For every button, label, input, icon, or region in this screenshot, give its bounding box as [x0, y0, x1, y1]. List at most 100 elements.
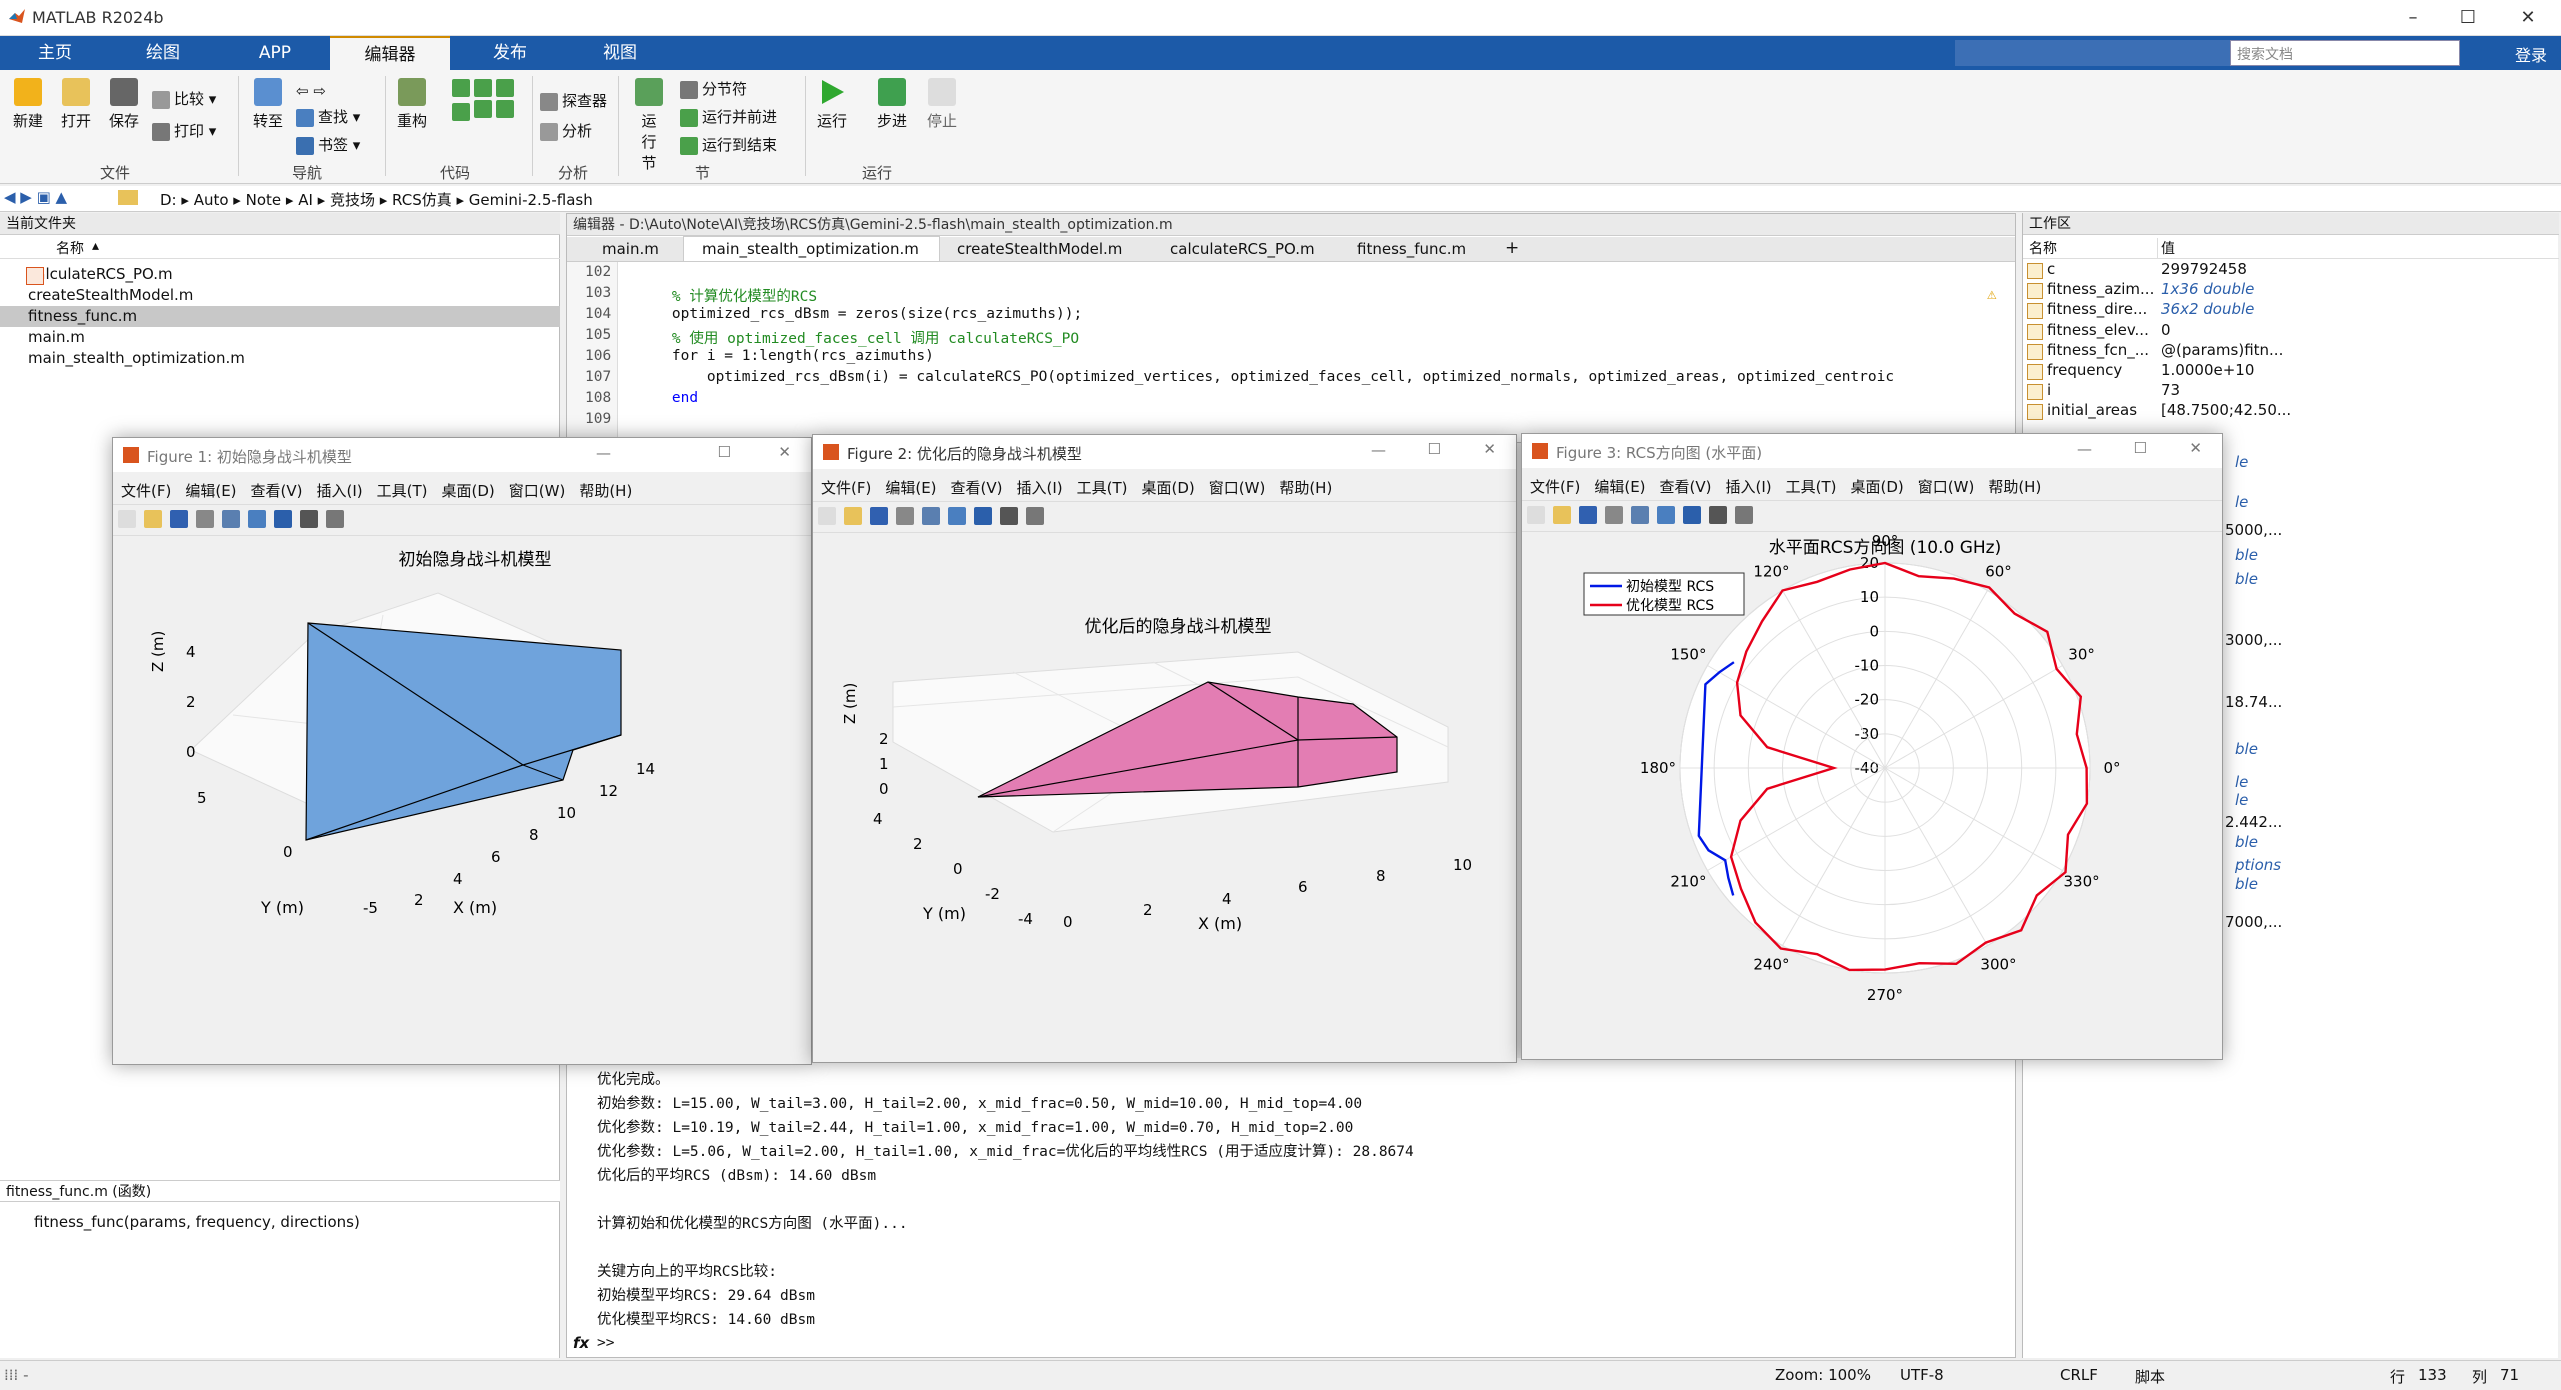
find-button[interactable]: 查找 ▾ — [296, 106, 360, 127]
workspace-row[interactable]: frequency 1.0000e+10 — [2023, 361, 2559, 381]
workspace-row[interactable]: i 73 — [2023, 381, 2559, 401]
minimize-icon[interactable]: – — [2408, 7, 2418, 28]
editor-tab[interactable]: calculateRCS_PO.m — [1170, 240, 1315, 258]
list-item[interactable]: createStealthModel.m — [28, 286, 194, 304]
list-item[interactable]: main.m — [28, 328, 85, 346]
close-icon[interactable]: ✕ — [2189, 439, 2202, 457]
workspace-title: 工作区 — [2023, 213, 2559, 235]
workspace-row[interactable]: fitness_elev... 0 — [2023, 321, 2559, 341]
command-prompt[interactable]: >> — [597, 1335, 615, 1351]
figure-toolbar[interactable] — [1522, 500, 2222, 532]
address-bar[interactable]: ◀ ▶ ▣ ▲ D: ▸ Auto ▸ Note ▸ AI ▸ 竞技场 ▸ RC… — [0, 186, 2561, 212]
list-item[interactable]: fitness_func.m — [28, 307, 138, 325]
refactor-button[interactable]: 重构 — [392, 78, 432, 131]
nav-arrows-icon[interactable]: ◀ ▶ ▣ ▲ — [4, 188, 68, 206]
back-forward-icon[interactable]: ⇦ ⇨ — [296, 82, 326, 100]
quick-access-toolbar[interactable] — [1955, 40, 2230, 66]
figure-2-window[interactable]: Figure 2: 优化后的隐身战斗机模型 — ☐ ✕ 文件(F) 编辑(E) 查看… — [812, 434, 1517, 1063]
section-break-button[interactable]: 分节符 — [680, 78, 747, 99]
workspace-row[interactable]: fitness_azim... 1x36 double — [2023, 280, 2559, 300]
new-button[interactable]: 新建 — [8, 78, 48, 131]
plot-title: 初始隐身战斗机模型 — [399, 550, 552, 570]
editor-title: 编辑器 - D:\Auto\Note\AI\竞技场\RCS仿真\Gemini-2… — [567, 214, 2015, 236]
editor-tab[interactable]: main.m — [602, 240, 659, 258]
r-tick-label: 0 — [1869, 622, 1879, 640]
compare-button[interactable]: 比较 ▾ — [152, 88, 216, 109]
new-icon — [14, 78, 42, 106]
fx-icon[interactable]: fx — [573, 1334, 590, 1352]
bookmark-button[interactable]: 书签 ▾ — [296, 134, 360, 155]
figure-menu[interactable]: 文件(F) 编辑(E) 查看(V) 插入(I) 工具(T) 桌面(D) 窗口(W) 帮助(H) — [121, 482, 633, 500]
figure-toolbar[interactable] — [113, 504, 811, 536]
folder-column-header[interactable]: 名称 ▴ — [0, 236, 560, 259]
run-to-end-icon — [680, 136, 698, 155]
folder-icon — [118, 190, 138, 205]
tab-view[interactable]: 视图 — [603, 43, 637, 63]
tab-apps[interactable]: APP — [258, 43, 292, 63]
run-section-button[interactable]: 运行节 — [624, 78, 674, 173]
maximize-icon[interactable]: ☐ — [2133, 439, 2147, 457]
run-button[interactable]: 运行 — [812, 78, 852, 131]
tab-home[interactable]: 主页 — [38, 43, 72, 63]
section-break-icon — [680, 80, 698, 99]
add-tab-icon[interactable]: + — [1505, 238, 1520, 258]
minimize-icon[interactable]: — — [1371, 441, 1386, 459]
step-button[interactable]: 步进 — [872, 78, 912, 131]
theta-tick-label: 210° — [1670, 873, 1706, 891]
editor-tab[interactable]: createStealthModel.m — [957, 240, 1123, 258]
list-item[interactable]: main_stealth_optimization.m — [28, 349, 245, 367]
minimize-icon[interactable]: — — [596, 444, 611, 462]
code-tools-icon[interactable] — [440, 78, 530, 158]
minimize-icon[interactable]: — — [2077, 440, 2092, 458]
y-tick-label: 5 — [197, 789, 207, 807]
run-to-end-button[interactable]: 运行到结束 — [680, 134, 777, 155]
profiler-button[interactable]: 探查器 — [540, 90, 607, 111]
workspace-row[interactable]: c 299792458 — [2023, 260, 2559, 280]
search-documentation-input[interactable]: 搜索文档 — [2230, 40, 2460, 66]
command-window[interactable]: 优化完成。 初始参数: L=15.00, W_tail=3.00, H_tail… — [566, 1058, 2016, 1358]
polar-spoke — [1884, 767, 1988, 946]
editor-tab-active[interactable]: main_stealth_optimization.m — [702, 240, 919, 258]
x-tick-label: 6 — [491, 848, 501, 866]
tab-publish[interactable]: 发布 — [493, 43, 527, 63]
variable-name: fitness_elev... — [2047, 320, 2149, 339]
editor-tab[interactable]: fitness_func.m — [1357, 240, 1467, 258]
save-button[interactable]: 保存 — [104, 78, 144, 131]
maximize-icon[interactable]: ☐ — [2459, 7, 2477, 28]
list-item[interactable]: calculateRCS_PO.m — [28, 265, 173, 283]
goto-button[interactable]: 转至 — [248, 78, 288, 131]
workspace-header[interactable]: 名称 值 — [2023, 236, 2559, 259]
close-icon[interactable]: ✕ — [1483, 440, 1496, 458]
theta-tick-label: 240° — [1753, 956, 1789, 974]
figure-menu[interactable]: 文件(F) 编辑(E) 查看(V) 插入(I) 工具(T) 桌面(D) 窗口(W) 帮助(H) — [821, 479, 1333, 497]
open-button[interactable]: 打开 — [56, 78, 96, 131]
figure-1-axes[interactable]: 初始隐身战斗机模型 Z (m) 4 2 0 5 0 -5 Y (m) X (m)… — [113, 535, 811, 1065]
close-icon[interactable]: ✕ — [778, 443, 791, 461]
workspace-row[interactable]: fitness_fcn_... @(params)fitn... — [2023, 341, 2559, 361]
figure-2-axes[interactable]: 优化后的隐身战斗机模型 Z (m) 2 1 0 4 2 0 -2 -4 Y (m… — [813, 532, 1516, 1062]
profiler-icon — [540, 92, 558, 111]
print-button[interactable]: 打印 ▾ — [152, 120, 216, 141]
run-advance-button[interactable]: 运行并前进 — [680, 106, 777, 127]
tab-plots[interactable]: 绘图 — [146, 43, 180, 63]
workspace-row[interactable]: fitness_dire... 36x2 double — [2023, 300, 2559, 320]
analyze-button[interactable]: 分析 — [540, 120, 592, 141]
warning-icon[interactable]: ⚠ — [1987, 284, 1997, 303]
y-tick-label: 4 — [873, 810, 883, 828]
breadcrumb[interactable]: D: ▸ Auto ▸ Note ▸ AI ▸ 竞技场 ▸ RCS仿真 ▸ Ge… — [160, 191, 593, 209]
theta-tick-label: 60° — [1985, 562, 2012, 580]
matlab-logo-icon — [9, 9, 25, 23]
figure-3-window[interactable]: Figure 3: RCS方向图 (水平面) — ☐ ✕ 文件(F) 编辑(E) 查… — [1521, 433, 2223, 1060]
login-link[interactable]: 登录 — [2515, 46, 2548, 65]
maximize-icon[interactable]: ☐ — [1427, 440, 1441, 458]
figure-menu[interactable]: 文件(F) 编辑(E) 查看(V) 插入(I) 工具(T) 桌面(D) 窗口(W) 帮助(H) — [1530, 478, 2042, 496]
tab-editor[interactable]: 编辑器 — [330, 36, 450, 72]
maximize-icon[interactable]: ☐ — [717, 443, 731, 461]
close-icon[interactable]: ✕ — [2520, 7, 2536, 28]
figure-toolbar[interactable] — [813, 501, 1516, 533]
stop-button[interactable]: 停止 — [922, 78, 962, 131]
workspace-row[interactable]: initial_areas [48.7500;42.50... — [2023, 401, 2559, 421]
figure-1-window[interactable]: Figure 1: 初始隐身战斗机模型 — ☐ ✕ 文件(F) 编辑(E) 查看(V… — [112, 437, 812, 1065]
variable-value: 73 — [2161, 381, 2181, 400]
